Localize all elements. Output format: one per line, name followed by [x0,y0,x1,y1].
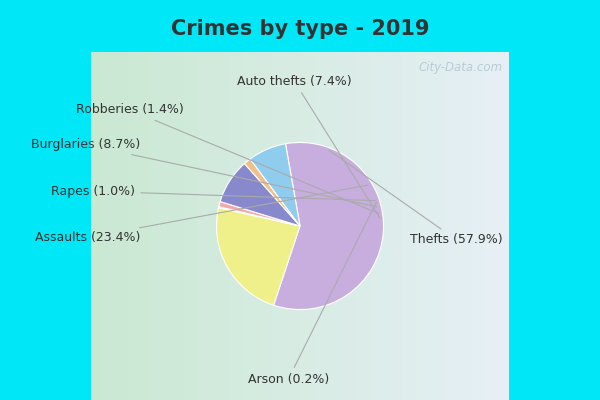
Text: Thefts (57.9%): Thefts (57.9%) [329,150,503,246]
Wedge shape [274,142,383,310]
Wedge shape [220,164,300,226]
Text: Robberies (1.4%): Robberies (1.4%) [76,104,379,214]
Wedge shape [217,208,300,305]
Text: Assaults (23.4%): Assaults (23.4%) [35,185,368,244]
Text: Auto thefts (7.4%): Auto thefts (7.4%) [237,74,380,218]
Text: Rapes (1.0%): Rapes (1.0%) [51,185,375,201]
Wedge shape [219,202,300,226]
Wedge shape [250,144,300,226]
Text: Crimes by type - 2019: Crimes by type - 2019 [171,18,429,39]
Wedge shape [244,159,300,226]
Text: Arson (0.2%): Arson (0.2%) [248,202,376,386]
Text: City-Data.com: City-Data.com [419,61,503,74]
Text: Burglaries (8.7%): Burglaries (8.7%) [31,138,377,207]
Wedge shape [218,207,300,226]
